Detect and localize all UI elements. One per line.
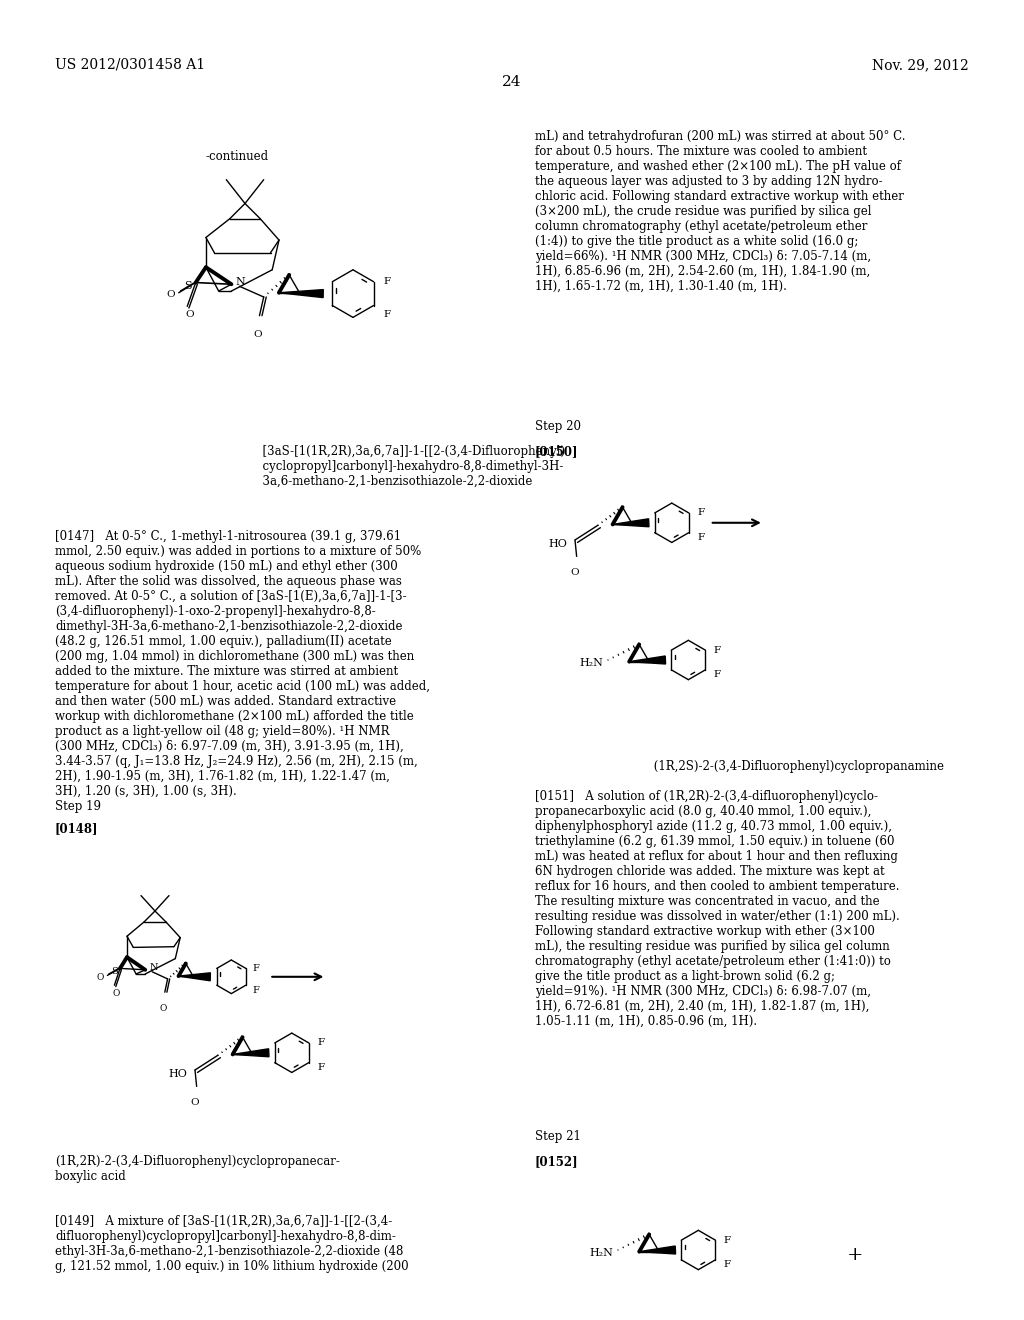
Text: N: N: [236, 277, 245, 288]
Text: O: O: [253, 330, 262, 339]
Text: O: O: [166, 290, 175, 300]
Text: F: F: [724, 1236, 731, 1245]
Polygon shape: [629, 656, 666, 664]
Text: H₂N: H₂N: [589, 1247, 613, 1258]
Text: O: O: [159, 1005, 167, 1014]
Text: F: F: [253, 964, 260, 973]
Text: F: F: [384, 277, 391, 286]
Text: [0152]: [0152]: [535, 1155, 579, 1168]
Text: S: S: [111, 968, 118, 975]
Text: (1R,2S)-2-(3,4-Difluorophenyl)cyclopropanamine: (1R,2S)-2-(3,4-Difluorophenyl)cyclopropa…: [620, 760, 944, 774]
Text: F: F: [253, 986, 260, 995]
Text: F: F: [724, 1261, 731, 1270]
Polygon shape: [279, 289, 324, 297]
Text: [3aS-[1(1R,2R),3a,6,7a]]-1-[[2-(3,4-Difluorophenyl)
  cyclopropyl]carbonyl]-hexa: [3aS-[1(1R,2R),3a,6,7a]]-1-[[2-(3,4-Difl…: [255, 445, 565, 488]
Text: -continued: -continued: [205, 150, 268, 162]
Text: Step 21: Step 21: [535, 1130, 581, 1143]
Polygon shape: [639, 1246, 676, 1254]
Text: O: O: [96, 973, 104, 982]
Text: F: F: [714, 671, 721, 680]
Text: 24: 24: [502, 75, 522, 88]
Text: F: F: [714, 645, 721, 655]
Text: mL) and tetrahydrofuran (200 mL) was stirred at about 50° C.
for about 0.5 hours: mL) and tetrahydrofuran (200 mL) was sti…: [535, 129, 905, 293]
Polygon shape: [178, 973, 210, 981]
Text: N: N: [150, 964, 158, 973]
Text: [0147]   At 0-5° C., 1-methyl-1-nitrosourea (39.1 g, 379.61
mmol, 2.50 equiv.) w: [0147] At 0-5° C., 1-methyl-1-nitrosoure…: [55, 531, 430, 799]
Text: F: F: [317, 1063, 325, 1072]
Text: +: +: [847, 1246, 863, 1265]
Text: O: O: [113, 989, 120, 998]
Text: (1R,2R)-2-(3,4-Difluorophenyl)cyclopropanecar-
boxylic acid: (1R,2R)-2-(3,4-Difluorophenyl)cyclopropa…: [55, 1155, 340, 1183]
Text: H₂N: H₂N: [580, 657, 603, 668]
Text: O: O: [190, 1098, 200, 1107]
Text: [0149]   A mixture of [3aS-[1(1R,2R),3a,6,7a]]-1-[[2-(3,4-
difluorophenyl)cyclop: [0149] A mixture of [3aS-[1(1R,2R),3a,6,…: [55, 1214, 409, 1272]
Text: S: S: [184, 281, 191, 290]
Text: F: F: [384, 310, 391, 319]
Text: [0150]: [0150]: [535, 445, 579, 458]
Text: Nov. 29, 2012: Nov. 29, 2012: [872, 58, 969, 73]
Text: Step 20: Step 20: [535, 420, 581, 433]
Text: O: O: [570, 568, 580, 577]
Text: HO: HO: [548, 539, 567, 549]
Text: HO: HO: [168, 1069, 187, 1078]
Text: F: F: [317, 1039, 325, 1048]
Polygon shape: [612, 519, 649, 527]
Text: O: O: [185, 310, 194, 319]
Text: US 2012/0301458 A1: US 2012/0301458 A1: [55, 58, 205, 73]
Text: F: F: [697, 533, 705, 543]
Polygon shape: [232, 1049, 269, 1057]
Text: F: F: [697, 508, 705, 517]
Text: [0151]   A solution of (1R,2R)-2-(3,4-difluorophenyl)cyclo-
propanecarboxylic ac: [0151] A solution of (1R,2R)-2-(3,4-difl…: [535, 789, 900, 1028]
Text: Step 19: Step 19: [55, 800, 101, 813]
Text: [0148]: [0148]: [55, 822, 98, 836]
